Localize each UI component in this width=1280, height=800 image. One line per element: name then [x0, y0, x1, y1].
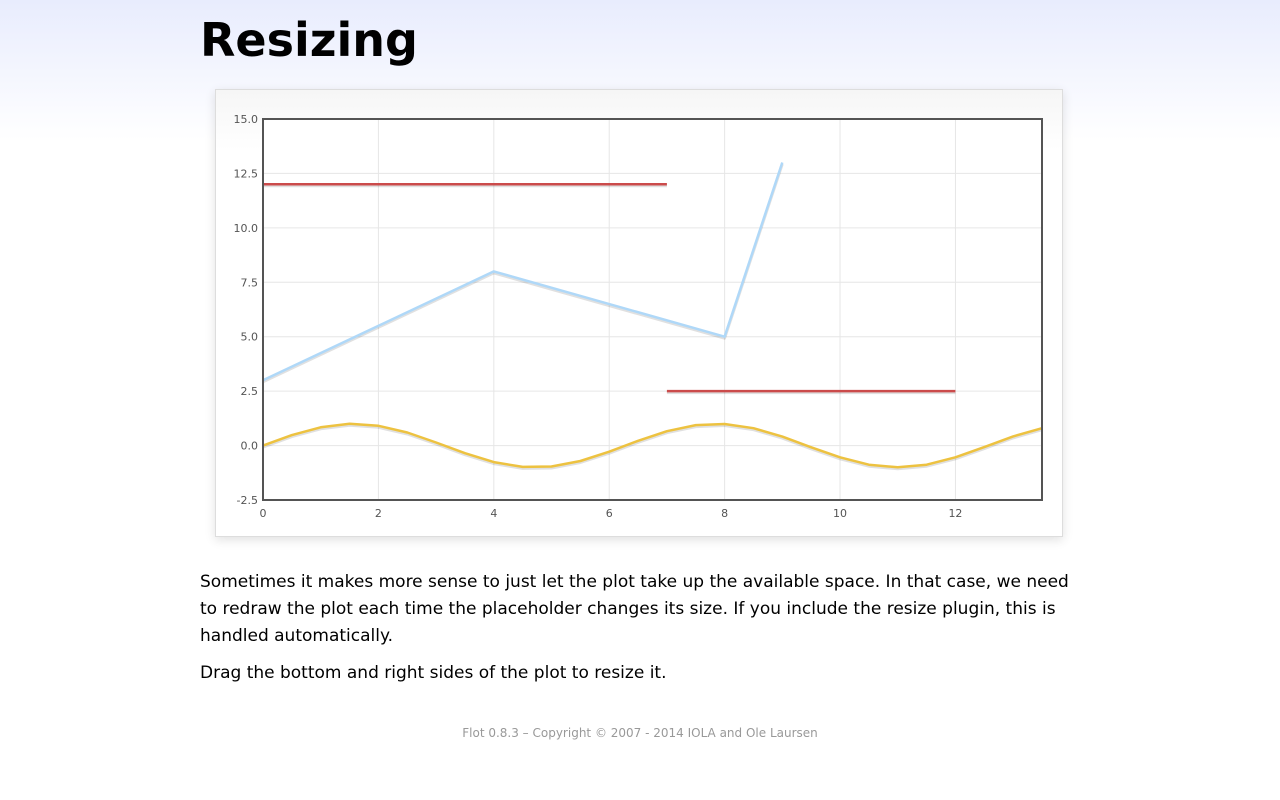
y-tick-label: -2.5 [237, 494, 258, 507]
plot-border [262, 118, 1043, 501]
y-tick-label: 12.5 [234, 167, 259, 180]
y-tick-label: 5.0 [241, 331, 259, 344]
y-tick-label: 15.0 [234, 113, 259, 126]
page-title: Resizing [200, 13, 418, 67]
y-tick-label: 7.5 [241, 276, 259, 289]
x-tick-label: 6 [606, 507, 613, 520]
series-line-1 [262, 422, 1043, 469]
series-line-2 [262, 162, 784, 382]
series-line-1-shadow [262, 423, 1043, 471]
y-tick-label: 10.0 [234, 222, 259, 235]
x-tick-label: 8 [721, 507, 728, 520]
x-tick-label: 4 [490, 507, 497, 520]
x-tick-label: 2 [375, 507, 382, 520]
resize-instructions: Drag the bottom and right sides of the p… [200, 663, 667, 683]
footer-copyright: Flot 0.8.3 – Copyright © 2007 - 2014 IOL… [462, 726, 818, 740]
x-tick-label: 0 [260, 507, 267, 520]
x-tick-label: 10 [833, 507, 847, 520]
y-tick-label: 2.5 [241, 385, 259, 398]
x-tick-label: 12 [948, 507, 962, 520]
y-tick-label: 0.0 [241, 440, 259, 453]
plot-placeholder[interactable]: 0 2 4 6 8 10 12 -2.5 0.0 2.5 5.0 7.5 10.0 12.5 15.0 [215, 89, 1063, 537]
line-chart: 0 2 4 6 8 10 12 -2.5 0.0 2.5 5.0 7.5 10.0 12.5 15.0 [234, 113, 1043, 520]
plot-background [263, 119, 1042, 500]
description-paragraph: Sometimes it makes more sense to just le… [200, 572, 1069, 646]
